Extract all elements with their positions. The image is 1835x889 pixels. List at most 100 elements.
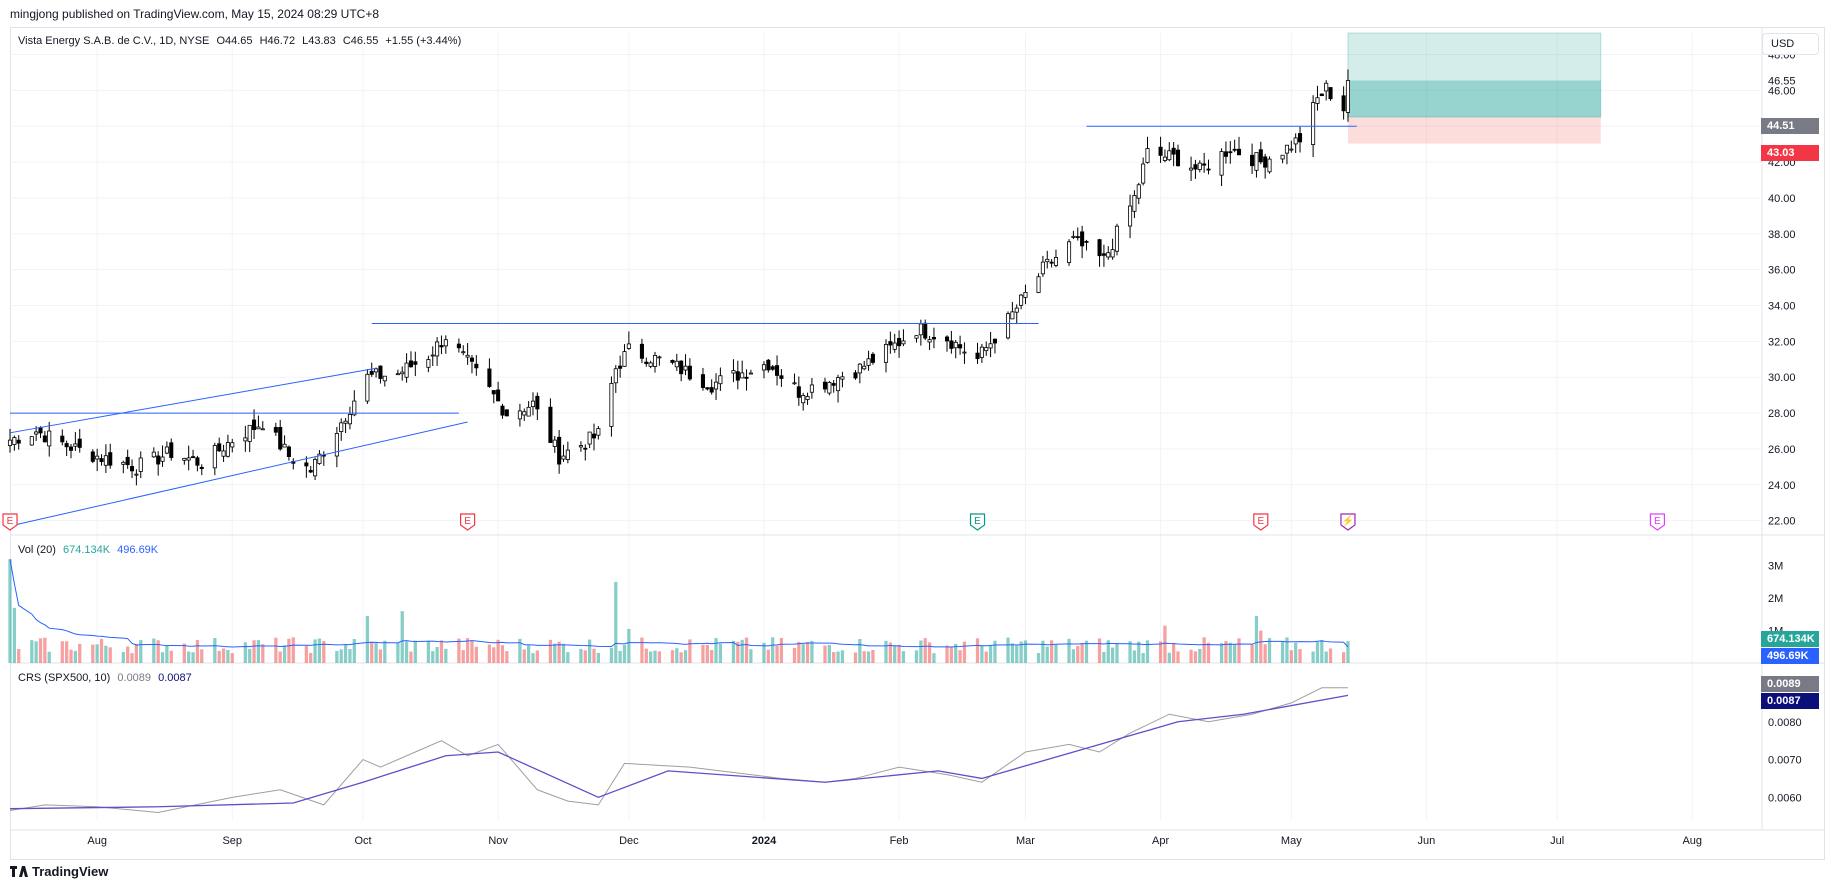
candle — [1067, 239, 1072, 266]
volume-bar — [348, 649, 352, 663]
candle — [1075, 227, 1080, 241]
volume-bar — [274, 637, 278, 663]
candle-body — [735, 371, 740, 381]
candle-body — [225, 442, 230, 457]
candle-body — [622, 351, 627, 367]
volume-bar — [1158, 641, 1163, 663]
candle — [517, 403, 522, 427]
candle — [1319, 93, 1324, 97]
candle — [42, 431, 47, 443]
candle — [1080, 225, 1085, 259]
volume-bar — [73, 650, 78, 663]
candle-body — [618, 365, 623, 369]
volume-bar — [1023, 640, 1028, 663]
volume-bar — [505, 651, 509, 663]
candle — [461, 345, 466, 356]
volume-bar — [1189, 649, 1193, 663]
stop-zone — [1347, 117, 1601, 144]
candle — [308, 465, 313, 474]
volume-bar — [714, 638, 718, 663]
candle — [64, 440, 69, 456]
candle — [121, 460, 126, 474]
candle-body — [186, 457, 191, 461]
candle-body — [151, 451, 156, 458]
candle — [1206, 159, 1211, 175]
volume-bar — [370, 641, 374, 663]
candle-body — [430, 354, 435, 357]
candle — [1132, 190, 1137, 219]
candle — [12, 435, 17, 451]
candle — [134, 469, 139, 486]
candle-body — [199, 466, 204, 470]
candle — [761, 361, 767, 379]
volume-bar — [134, 643, 139, 663]
candle — [713, 373, 719, 400]
volume-bar — [1036, 653, 1041, 663]
candle — [766, 359, 771, 373]
candle-body — [77, 438, 82, 448]
candle — [99, 454, 104, 466]
candle — [657, 355, 662, 366]
candle-body — [256, 426, 261, 430]
candle — [443, 335, 448, 354]
volume-bar — [221, 648, 226, 663]
volume-ma-line — [9, 559, 1349, 648]
candle — [805, 392, 810, 405]
candle-body — [766, 359, 771, 371]
volume-bar — [975, 638, 980, 663]
candle-body — [352, 400, 357, 416]
tradingview-brand[interactable]: TradingView — [10, 864, 108, 879]
candle-body — [435, 341, 440, 357]
candle-body — [1267, 158, 1272, 173]
event-marker: E — [2, 513, 18, 531]
candle-body — [1250, 154, 1255, 167]
candle-body — [138, 457, 143, 472]
candle-body — [125, 456, 130, 466]
crs-tick-label: 0.0060 — [1768, 792, 1802, 804]
volume-tick-label: 2M — [1768, 593, 1783, 605]
candle-body — [591, 433, 597, 439]
currency-button[interactable]: USD — [1762, 33, 1819, 55]
candle — [125, 449, 130, 469]
candle — [1045, 250, 1050, 269]
candle-body — [918, 323, 923, 336]
legend-close: C46.55 — [342, 35, 379, 47]
candle-body — [439, 345, 444, 348]
candle-body — [836, 377, 841, 392]
volume-bar — [404, 641, 409, 663]
volume-bar — [657, 651, 662, 663]
candle — [469, 355, 475, 374]
candle-body — [334, 433, 339, 457]
candle — [103, 444, 108, 474]
crs-legend-value: 0.0089 — [117, 672, 152, 684]
candle-body — [740, 372, 745, 379]
volume-tag-last: 674.134K — [1761, 631, 1819, 647]
candle — [221, 444, 226, 462]
candle-body — [674, 360, 679, 368]
volume-bar — [69, 649, 73, 663]
candle — [652, 351, 658, 373]
candle — [195, 455, 200, 472]
candle — [613, 365, 618, 393]
volume-tag-ma: 496.69K — [1761, 648, 1819, 664]
volume-bar — [409, 651, 413, 663]
candle — [561, 444, 566, 462]
candle-body — [7, 439, 13, 446]
candle-body — [944, 336, 950, 342]
volume-bar — [526, 645, 531, 663]
volume-bar — [278, 651, 282, 663]
volume-bar — [139, 640, 143, 663]
candle — [901, 329, 906, 347]
volume-bar — [47, 651, 51, 663]
volume-bar — [1141, 653, 1145, 663]
candle — [1114, 223, 1120, 256]
candle-body — [984, 347, 989, 352]
candle-body — [639, 343, 644, 359]
volume-bar — [343, 644, 348, 663]
candle — [491, 390, 496, 404]
candle-body — [47, 430, 52, 447]
candle-body — [64, 443, 69, 448]
candle-body — [522, 411, 527, 416]
volume-bar — [95, 644, 99, 663]
